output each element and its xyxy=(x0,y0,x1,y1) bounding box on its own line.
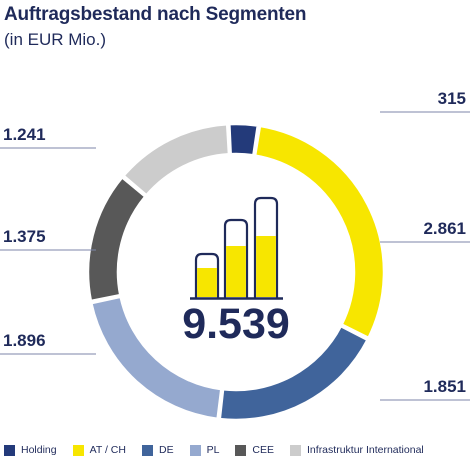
legend-swatch xyxy=(189,444,201,456)
legend-label: AT / CH xyxy=(89,444,126,456)
chart-legend: Holding AT / CH DE PL CEE Infrastruktur Inter… xyxy=(4,444,470,456)
legend-label: Infrastruktur International xyxy=(307,444,424,456)
data-label: 1.896 xyxy=(3,331,46,350)
legend-item: DE xyxy=(141,444,174,456)
legend-swatch xyxy=(290,444,302,456)
legend-item: Infrastruktur International xyxy=(290,444,424,456)
data-label: 1.375 xyxy=(3,227,46,246)
slice-holding xyxy=(228,122,260,157)
legend-swatch xyxy=(4,444,15,456)
chart-subtitle: (in EUR Mio.) xyxy=(4,30,107,49)
legend-item: AT / CH xyxy=(72,444,126,456)
data-label: 315 xyxy=(438,89,466,108)
slice-infrastruktur-international xyxy=(121,122,231,197)
slice-pl xyxy=(89,295,223,421)
legend-swatch xyxy=(141,444,153,456)
bar-chart-icon xyxy=(190,196,283,300)
data-label: 1.241 xyxy=(3,125,46,144)
legend-label: Holding xyxy=(21,444,57,456)
slice-at-ch xyxy=(253,124,386,340)
legend-label: CEE xyxy=(252,444,275,456)
donut-chart: 315 2.861 1.851 1.896 1.375 1.241 9.539 xyxy=(0,89,470,422)
data-label: 2.861 xyxy=(423,219,466,238)
chart-title: Auftragsbestand nach Segmenten xyxy=(4,4,307,25)
legend-item: Holding xyxy=(4,444,57,456)
legend-label: DE xyxy=(158,444,174,456)
slice-de xyxy=(218,324,370,422)
legend-swatch xyxy=(235,444,247,456)
data-label: 1.851 xyxy=(423,377,466,396)
legend-label: PL xyxy=(206,444,220,456)
legend-swatch xyxy=(72,444,84,456)
legend-item: CEE xyxy=(235,444,274,456)
total-value: 9.539 xyxy=(182,300,290,348)
legend-item: PL xyxy=(189,444,220,456)
slice-cee xyxy=(86,175,148,303)
